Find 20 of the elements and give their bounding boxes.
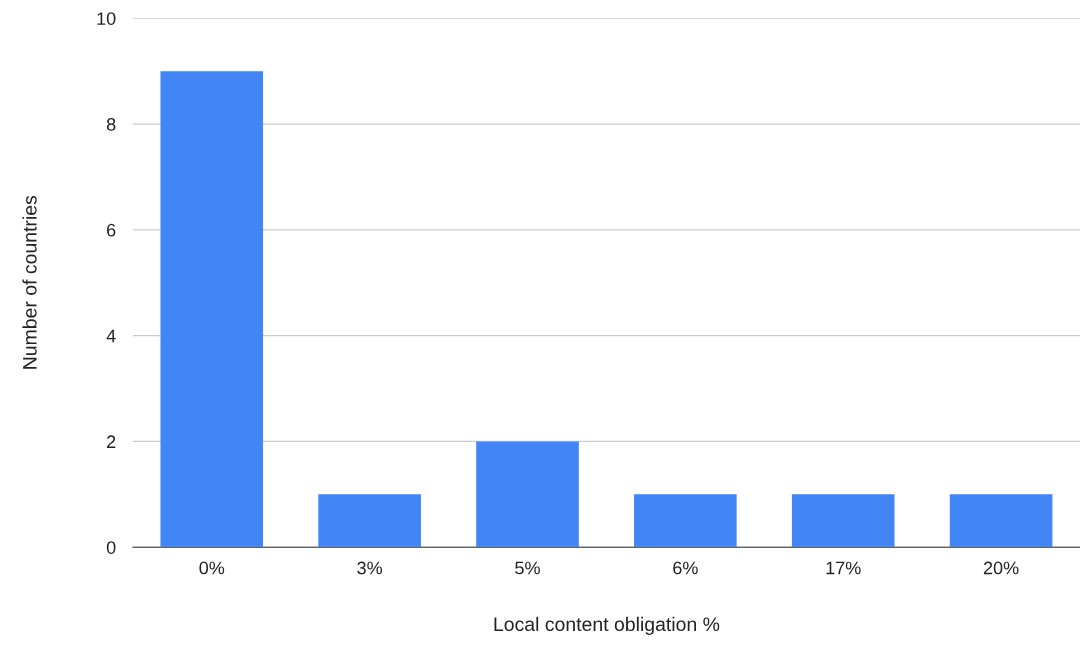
x-tick-label: 3% xyxy=(357,561,383,575)
x-tick-label: 17% xyxy=(826,561,861,575)
y-axis-title: Number of countries xyxy=(22,195,37,369)
x-axis-title: Local content obligation % xyxy=(494,616,720,635)
x-tick-label: 20% xyxy=(983,561,1019,575)
bar xyxy=(476,441,579,548)
y-tick-label: 6 xyxy=(107,223,116,237)
y-tick-label: 2 xyxy=(107,435,116,448)
bar xyxy=(791,494,895,548)
y-tick-label: 4 xyxy=(106,329,116,343)
x-tick-label: 0% xyxy=(199,561,225,575)
bar xyxy=(634,494,737,548)
x-tick-label: 6% xyxy=(673,561,698,575)
y-tick-label: 0 xyxy=(106,541,116,554)
x-tick-label: 5% xyxy=(515,561,540,575)
y-tick-label: 10 xyxy=(97,12,116,25)
y-tick-label: 8 xyxy=(106,118,116,131)
bar xyxy=(160,71,264,548)
bar xyxy=(318,494,421,548)
bar xyxy=(949,494,1053,548)
